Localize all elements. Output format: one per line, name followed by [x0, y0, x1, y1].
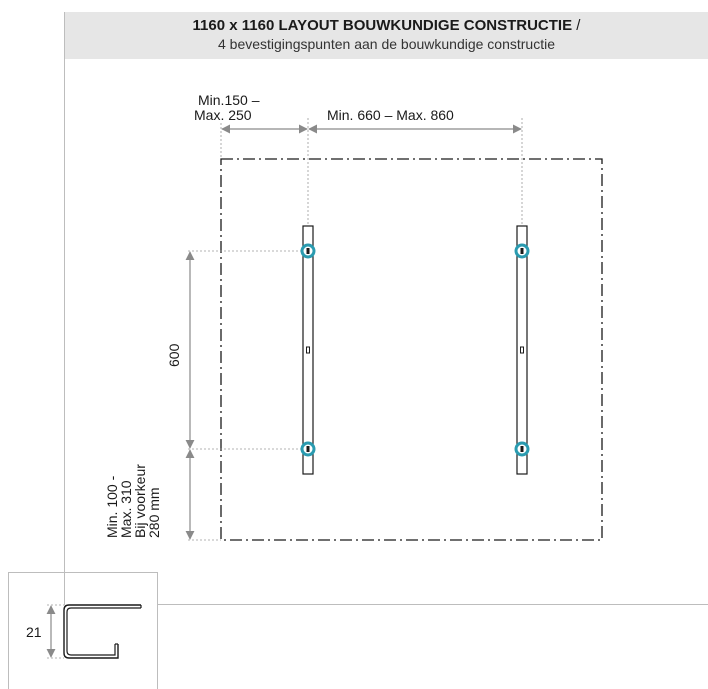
frame-left-border — [64, 12, 65, 605]
mount-point-bottom-left — [300, 441, 316, 457]
frame-bottom-border — [158, 604, 708, 605]
mount-point-top-left — [300, 243, 316, 259]
rail-right — [516, 225, 528, 475]
bottom-offset-label: Min. 100 - Max. 310 Bij voorkeur 280 mm — [104, 464, 162, 538]
page-title: 1160 x 1160 LAYOUT BOUWKUNDIGE CONSTRUCT… — [192, 17, 573, 34]
bottom-offset-label-line4: 280 mm — [146, 487, 162, 538]
profile-extension-lines — [47, 604, 64, 659]
rail-spacing-label: Min. 660 – Max. 860 — [327, 107, 454, 123]
dimension-arrows — [185, 124, 522, 540]
profile-height-label: 21 — [26, 624, 42, 640]
title-separator: / — [576, 17, 581, 34]
title-line: 1160 x 1160 LAYOUT BOUWKUNDIGE CONSTRUCT… — [65, 17, 708, 35]
profile-detail-box — [8, 572, 158, 689]
construction-outline — [220, 158, 603, 541]
vertical-spacing-label: 600 — [166, 343, 182, 367]
extension-lines — [188, 118, 523, 541]
bottom-offset-label-line1: Min. 100 - — [104, 475, 120, 538]
edge-offset-label-line1: Min.150 – — [198, 92, 260, 108]
bottom-offset-label-line2: Max. 310 — [118, 480, 134, 538]
mount-point-bottom-right — [514, 441, 530, 457]
header-banner: 1160 x 1160 LAYOUT BOUWKUNDIGE CONSTRUCT… — [65, 12, 708, 59]
bottom-offset-label-line3: Bij voorkeur — [132, 464, 148, 538]
profile-section-drawing — [63, 604, 142, 659]
rail-left — [302, 225, 314, 475]
edge-offset-label-line2: Max. 250 — [194, 107, 252, 123]
mount-point-top-right — [514, 243, 530, 259]
page-subtitle: 4 bevestigingspunten aan de bouwkundige … — [217, 36, 556, 52]
